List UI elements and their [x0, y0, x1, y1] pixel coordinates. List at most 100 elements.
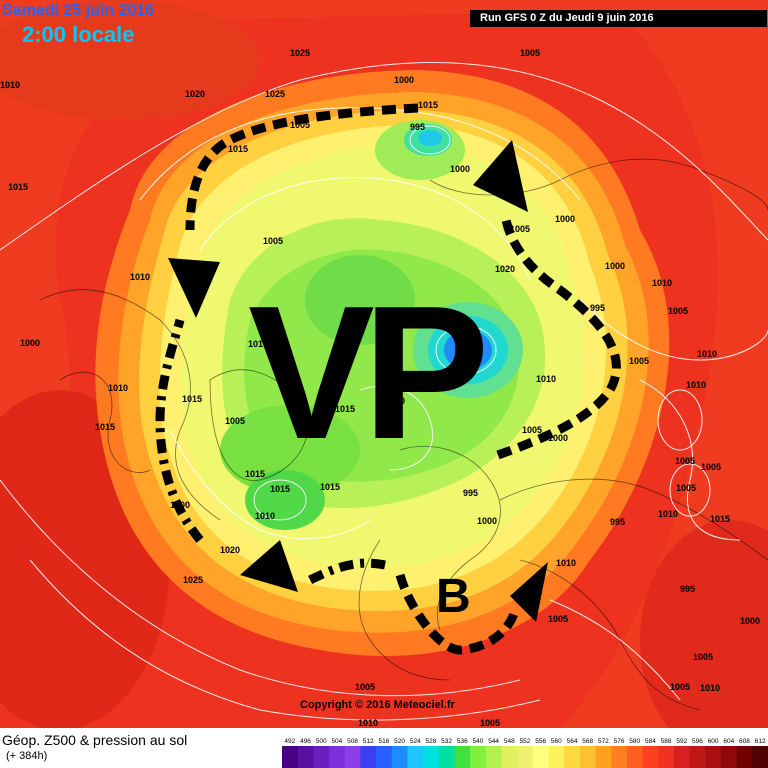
scale-tick-label: 560: [551, 738, 562, 745]
isobar-value-label: 1010: [556, 558, 576, 568]
scale-tick-label: 492: [284, 738, 295, 745]
scale-swatch: [470, 746, 487, 768]
isobar-value-label: 1015: [228, 144, 248, 154]
isobar-value-label: 1010: [658, 509, 678, 519]
isobar-value-label: 1005: [355, 682, 375, 692]
scale-tick-label: 564: [567, 738, 578, 745]
isobar-value-label: 1010: [697, 349, 717, 359]
scale-swatch: [736, 746, 753, 768]
isobar-value-label: 995: [463, 488, 478, 498]
scale-tick-label: 608: [739, 738, 750, 745]
scale-swatch: [329, 746, 346, 768]
scale-swatch: [626, 746, 644, 768]
isobar-value-label: 1015: [710, 514, 730, 524]
isobar-value-label: 995: [610, 517, 625, 527]
scale-swatch: [297, 746, 314, 768]
isobar-value-label: 1005: [670, 682, 690, 692]
isobar-value-label: 1010: [686, 380, 706, 390]
isobar-value-label: 995: [410, 122, 425, 132]
isobar-value-label: 1000: [555, 214, 575, 224]
isobar-value-label: 1010: [248, 339, 268, 349]
circulation-arrow-heads: [168, 140, 548, 622]
scale-tick-label: 512: [363, 738, 374, 745]
isobar-value-label: 1000: [740, 616, 760, 626]
isobar-value-label: 1000: [548, 433, 568, 443]
isobar-value-label: 1005: [676, 483, 696, 493]
scale-swatch: [673, 746, 691, 768]
isobar-value-label: 1000: [20, 338, 40, 348]
scale-swatch: [548, 746, 565, 768]
forecast-local-time: 2:00 locale: [22, 22, 135, 47]
isobar-value-label: 1025: [265, 89, 285, 99]
isobar-value-label: 1000: [180, 268, 200, 278]
isobar-value-label: 1010: [700, 683, 720, 693]
scale-tick-label: 588: [661, 738, 672, 745]
isobar-value-label: 1020: [385, 396, 405, 406]
scale-swatch: [579, 746, 597, 768]
isobar-value-label: 995: [680, 584, 695, 594]
scale-swatch: [501, 746, 518, 768]
scale-swatch: [517, 746, 534, 768]
scale-swatch: [689, 746, 706, 768]
scale-tick-label: 600: [708, 738, 719, 745]
forecast-date: Samedi 25 juin 2016: [2, 2, 155, 19]
isobar-value-label: 1005: [510, 224, 530, 234]
isobar-value-label: 1015: [270, 484, 290, 494]
isobar-value-label: 1015: [95, 422, 115, 432]
isobar-value-label: 1025: [290, 48, 310, 58]
isobar-value-label: 1000: [170, 500, 190, 510]
isobar-value-label: 1005: [548, 614, 568, 624]
isobar-value-label: 1005: [668, 306, 688, 316]
scale-swatch: [282, 746, 299, 768]
scale-swatch: [564, 746, 581, 768]
scale-tick-label: 576: [614, 738, 625, 745]
isobar-value-label: 1005: [225, 416, 245, 426]
scale-tick-label: 548: [504, 738, 515, 745]
forecast-lead-time: (+ 384h): [6, 750, 48, 762]
isobar-value-label: 1015: [8, 182, 28, 192]
isobar-value-label: 1005: [290, 120, 310, 130]
scale-tick-label: 532: [441, 738, 452, 745]
scale-tick-label: 612: [755, 738, 766, 745]
scale-swatch: [720, 746, 738, 768]
isobar-value-label: 1015: [418, 100, 438, 110]
scale-tick-label: 596: [692, 738, 703, 745]
scale-swatch: [658, 746, 675, 768]
isobar-value-label: 1015: [320, 482, 340, 492]
scale-tick-label: 536: [457, 738, 468, 745]
scale-tick-label: 520: [394, 738, 405, 745]
isobar-labels: 1010 1025 1005 1020 1025 1000 1015 995 1015 1000 1…: [0, 48, 760, 728]
scale-tick-label: 592: [676, 738, 687, 745]
isobar-value-label: 1010: [130, 272, 150, 282]
scale-tick-label: 516: [378, 738, 389, 745]
isobar-value-label: 1005: [480, 718, 500, 728]
isobar-value-label: 1005: [522, 425, 542, 435]
isobar-value-label: 1005: [701, 462, 721, 472]
scale-tick-label: 556: [535, 738, 546, 745]
isobar-value-label: 1000: [450, 164, 470, 174]
scale-tick-label: 580: [629, 738, 640, 745]
scale-tick-label: 524: [410, 738, 421, 745]
scale-swatch: [344, 746, 361, 768]
scale-tick-label: 508: [347, 738, 358, 745]
polar-vortex-label: VP: [248, 267, 484, 479]
scale-tick-label: 572: [598, 738, 609, 745]
scale-swatch: [752, 746, 768, 768]
isobar-value-label: 1005: [263, 236, 283, 246]
isobar-value-label: 1015: [182, 394, 202, 404]
model-run-banner: Run GFS 0 Z du Jeudi 9 juin 2016: [470, 10, 767, 27]
scale-swatch: [705, 746, 722, 768]
scale-tick-label: 604: [723, 738, 734, 745]
isobar-value-label: 1010: [358, 718, 378, 728]
isobar-value-label: 1005: [675, 456, 695, 466]
scale-tick-label: 504: [331, 738, 342, 745]
scale-tick-label: 496: [300, 738, 311, 745]
geopotential-color-scale: 492 496 500 504 508 512 516 520 524 528 532 536 540 5…: [282, 738, 768, 768]
isobar-value-label: 1005: [520, 48, 540, 58]
low-pressure-label: B: [436, 570, 471, 623]
scale-swatch: [611, 746, 628, 768]
isobar-value-label: 1010: [536, 374, 556, 384]
copyright-notice: Copyright © 2016 Meteociel.fr: [300, 699, 455, 711]
scale-swatch: [438, 746, 455, 768]
